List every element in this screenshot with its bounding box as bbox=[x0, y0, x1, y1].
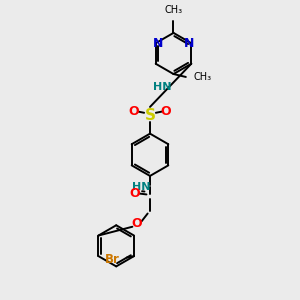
Text: HN: HN bbox=[153, 82, 171, 92]
Text: HN: HN bbox=[132, 182, 150, 191]
Text: N: N bbox=[184, 37, 194, 50]
Text: N: N bbox=[153, 37, 163, 50]
Text: O: O bbox=[131, 217, 142, 230]
Text: CH₃: CH₃ bbox=[193, 72, 211, 82]
Text: O: O bbox=[129, 187, 140, 200]
Text: O: O bbox=[128, 105, 139, 118]
Text: O: O bbox=[161, 105, 172, 118]
Text: Br: Br bbox=[104, 253, 119, 266]
Text: S: S bbox=[145, 108, 155, 123]
Text: CH₃: CH₃ bbox=[164, 5, 183, 15]
